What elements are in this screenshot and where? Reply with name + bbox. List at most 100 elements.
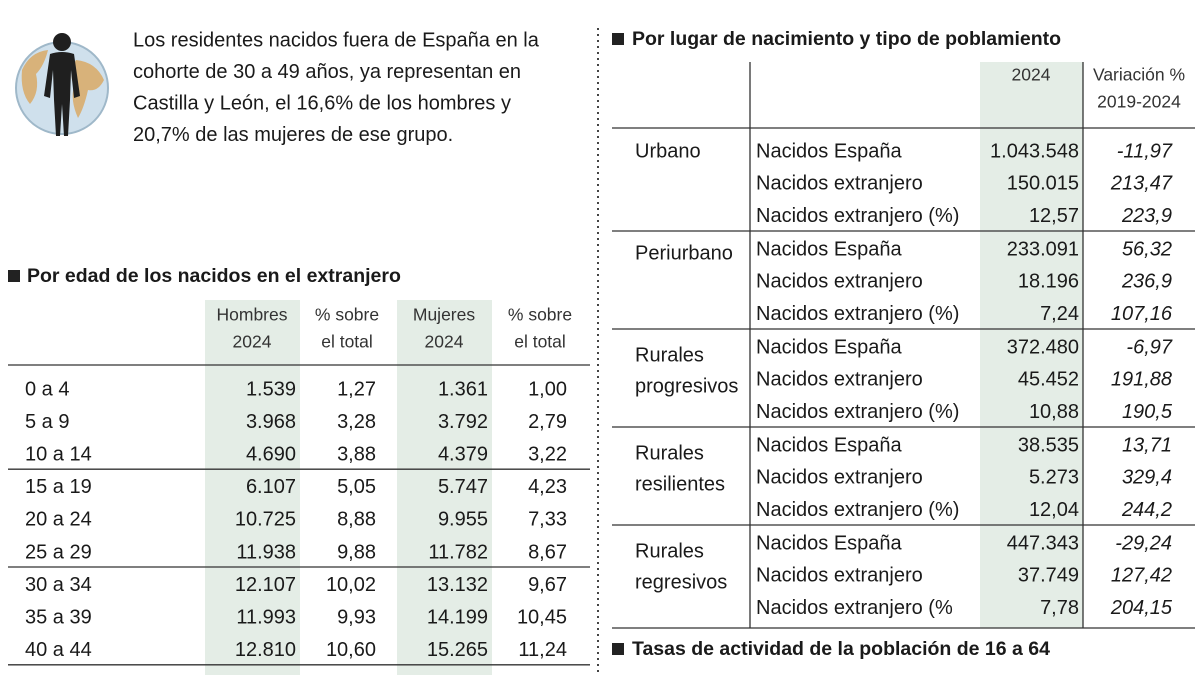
row-label: 25 a 29 (25, 541, 92, 563)
cell: 372.480 (1007, 336, 1079, 358)
cell: 7,33 (528, 509, 567, 531)
row-label: 30 a 34 (25, 574, 92, 596)
cell: 12.810 (235, 639, 296, 661)
heading-marker (612, 33, 624, 45)
cell: 10,88 (1029, 401, 1079, 423)
cell: 9,67 (528, 574, 567, 596)
row-label: 10 a 14 (25, 443, 92, 465)
cell: 13,71 (1122, 434, 1172, 456)
row-label: Nacidos extranjero (756, 271, 923, 293)
cell: 3,28 (337, 411, 376, 433)
cell: 9.955 (438, 509, 488, 531)
column-header: 2019-2024 (1097, 92, 1181, 112)
intro-text: Castilla y León, el 16,6% de los hombres… (133, 92, 511, 114)
column-header: % sobre (315, 305, 379, 325)
row-label: 35 a 39 (25, 606, 92, 628)
row-label: 5 a 9 (25, 411, 69, 433)
section-title: Tasas de actividad de la población de 16… (632, 638, 1050, 660)
cell: 213,47 (1110, 173, 1173, 195)
cell: 6.107 (246, 476, 296, 498)
cell: 2,79 (528, 411, 567, 433)
cell: 236,9 (1121, 271, 1172, 293)
cell: 107,16 (1111, 303, 1173, 325)
column-header: % sobre (508, 305, 572, 325)
cell: 10,45 (517, 606, 567, 628)
row-label: 40 a 44 (25, 639, 92, 661)
cell: 10.725 (235, 509, 296, 531)
heading-marker (8, 270, 20, 282)
row-label: Nacidos extranjero (%) (756, 401, 959, 423)
cell: 3.792 (438, 411, 488, 433)
cell: 11.993 (236, 606, 296, 628)
cell: 56,32 (1122, 238, 1172, 260)
row-label: Nacidos extranjero (756, 565, 923, 587)
row-label: Nacidos España (756, 532, 903, 554)
cell: 4,23 (528, 476, 567, 498)
group-label: Rurales (635, 344, 704, 366)
cell: 150.015 (1007, 173, 1079, 195)
row-label: Nacidos extranjero (756, 467, 923, 489)
column-shade (205, 300, 300, 675)
cell: 1.043.548 (990, 140, 1079, 162)
intro-text: Los residentes nacidos fuera de España e… (133, 29, 540, 51)
cell: 244,2 (1121, 499, 1172, 521)
cell: 38.535 (1018, 434, 1079, 456)
cell: -11,97 (1117, 140, 1173, 162)
intro-text: cohorte de 30 a 49 años, ya representan … (133, 61, 521, 83)
intro-text: 20,7% de las mujeres de ese grupo. (133, 124, 453, 146)
cell: 1.361 (438, 378, 488, 400)
cell: 7,24 (1040, 303, 1079, 325)
cell: 18.196 (1018, 271, 1079, 293)
column-shade (980, 62, 1083, 628)
cell: 3.968 (246, 411, 296, 433)
row-label: Nacidos España (756, 238, 903, 260)
cell: 190,5 (1122, 401, 1173, 423)
row-label: Nacidos extranjero (%) (756, 205, 959, 227)
icon (15, 33, 109, 136)
section-title: Por edad de los nacidos en el extranjero (27, 265, 401, 287)
cell: 12.107 (235, 574, 296, 596)
group-label: Urbano (635, 140, 701, 162)
group-label: Rurales (635, 540, 704, 562)
cell: 1.539 (246, 378, 296, 400)
group-label: Rurales (635, 442, 704, 464)
group-label: Periurbano (635, 242, 733, 264)
row-label: Nacidos España (756, 140, 903, 162)
group-label: regresivos (635, 571, 727, 593)
column-header: el total (321, 332, 373, 352)
cell: 204,15 (1110, 597, 1173, 619)
row-label: Nacidos extranjero (756, 369, 923, 391)
cell: 447.343 (1007, 532, 1079, 554)
cell: 4.379 (438, 443, 488, 465)
cell: 223,9 (1121, 205, 1172, 227)
column-header: Mujeres (413, 305, 475, 325)
cell: 5,05 (337, 476, 376, 498)
column-header: el total (514, 332, 566, 352)
column-header: 2024 (1012, 65, 1051, 85)
row-label: Nacidos España (756, 434, 903, 456)
row-label: Nacidos extranjero (756, 173, 923, 195)
cell: 3,88 (337, 443, 376, 465)
column-header: 2024 (233, 332, 272, 352)
cell: 1,27 (337, 378, 376, 400)
column-header: Hombres (217, 305, 288, 325)
cell: 8,67 (528, 541, 567, 563)
group-label: progresivos (635, 375, 738, 397)
cell: 37.749 (1018, 565, 1079, 587)
cell: 13.132 (427, 574, 488, 596)
cell: 8,88 (337, 509, 376, 531)
row-label: 20 a 24 (25, 509, 92, 531)
cell: 5.273 (1029, 467, 1079, 489)
cell: 191,88 (1111, 369, 1172, 391)
row-label: Nacidos España (756, 336, 903, 358)
row-label: 0 a 4 (25, 378, 69, 400)
cell: 1,00 (528, 378, 567, 400)
row-label: Nacidos extranjero (%) (756, 499, 959, 521)
cell: 3,22 (528, 443, 567, 465)
cell: 14.199 (427, 606, 488, 628)
cell: 10,60 (326, 639, 376, 661)
section-title: Por lugar de nacimiento y tipo de poblam… (632, 28, 1061, 50)
cell: 127,42 (1111, 565, 1172, 587)
cell: 11,24 (518, 639, 567, 661)
